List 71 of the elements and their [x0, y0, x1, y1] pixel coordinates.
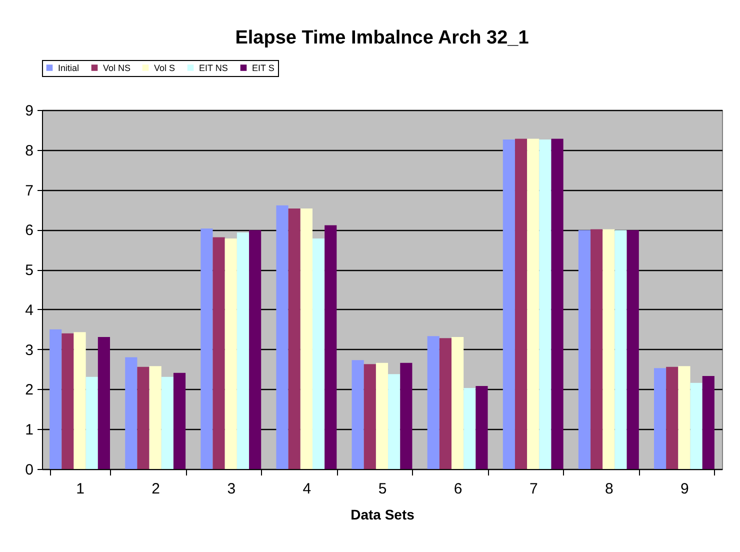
- bar: [312, 238, 325, 469]
- bar: [173, 372, 186, 469]
- y-tick-label: 7: [25, 182, 34, 200]
- bar: [212, 237, 225, 469]
- bar: [527, 138, 540, 469]
- bar: [249, 230, 262, 469]
- bar: [352, 360, 364, 469]
- y-tick-label: 1: [25, 422, 34, 439]
- bar: [690, 382, 702, 469]
- bar: [666, 366, 678, 469]
- y-tick-label: 4: [25, 302, 34, 319]
- x-axis-title: Data Sets: [350, 506, 415, 522]
- bar: [98, 336, 110, 469]
- bar: [539, 140, 552, 469]
- bar: [149, 366, 162, 469]
- bar: [400, 362, 412, 469]
- bar: [626, 230, 639, 469]
- y-tick-label: 6: [25, 222, 34, 240]
- bar: [50, 329, 62, 469]
- bar: [86, 376, 98, 469]
- legend-label: EIT NS: [199, 62, 228, 73]
- bar: [236, 232, 250, 469]
- bar: [590, 229, 603, 469]
- bar: [439, 338, 452, 469]
- bar: [62, 333, 74, 469]
- y-tick-label: 9: [25, 102, 34, 120]
- bar: [702, 376, 714, 469]
- bar: [678, 366, 690, 469]
- bar: [161, 376, 174, 469]
- x-tick-label: 3: [227, 480, 236, 498]
- y-tick-label: 8: [25, 142, 34, 160]
- y-tick-label: 2: [25, 382, 34, 399]
- bar: [602, 229, 615, 469]
- bar: [388, 374, 400, 469]
- legend-label: Vol NS: [103, 62, 131, 73]
- y-tick-label: 0: [25, 462, 34, 478]
- bar: [551, 138, 564, 469]
- bar: [224, 238, 237, 469]
- x-tick-label: 8: [604, 480, 614, 498]
- bar: [300, 208, 312, 469]
- x-tick-label: 9: [680, 480, 689, 498]
- x-tick-label: 7: [529, 480, 538, 498]
- y-tick-label: 3: [25, 342, 34, 359]
- legend-label: Vol S: [154, 62, 176, 73]
- bar: [324, 225, 337, 469]
- x-tick-label: 6: [454, 480, 462, 498]
- legend-label: Initial: [58, 62, 80, 73]
- bar: [476, 386, 488, 469]
- bar: [276, 205, 288, 469]
- bar: [502, 140, 515, 469]
- x-tick-label: 4: [302, 480, 312, 498]
- x-tick-label: 2: [152, 480, 160, 498]
- bar: [514, 138, 528, 469]
- legend-label: EIT S: [252, 62, 274, 73]
- x-tick-label: 1: [76, 480, 84, 498]
- bar: [364, 364, 376, 469]
- chart-title: Elapse Time Imbalnce Arch 32_1: [235, 28, 530, 48]
- bar: [74, 332, 86, 469]
- bar: [427, 336, 440, 469]
- bar: [376, 362, 388, 469]
- y-tick-label: 5: [25, 262, 34, 280]
- bar: [452, 336, 464, 469]
- x-tick-label: 5: [378, 480, 387, 498]
- bar: [137, 366, 150, 469]
- bar: [578, 230, 591, 469]
- bar: [125, 357, 138, 469]
- bar: [464, 388, 476, 469]
- bar: [614, 230, 627, 469]
- bar: [654, 368, 666, 469]
- bar: [288, 208, 300, 469]
- bar: [200, 228, 213, 469]
